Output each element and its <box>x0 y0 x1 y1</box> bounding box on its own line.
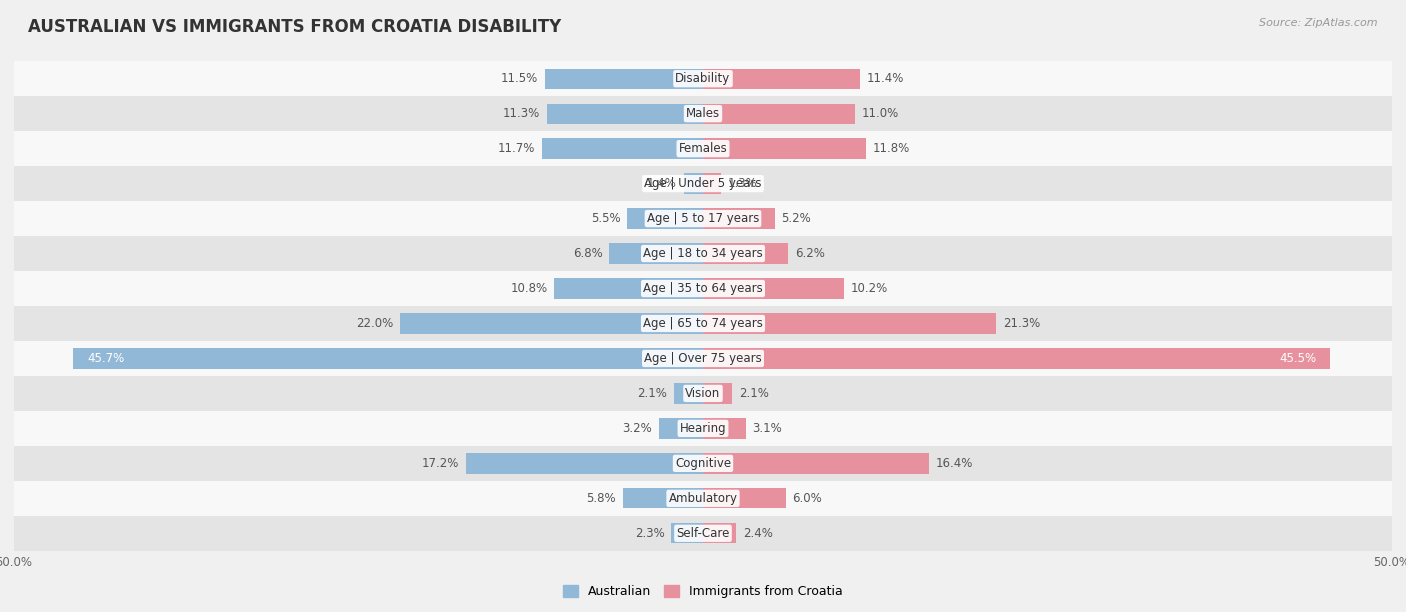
Legend: Australian, Immigrants from Croatia: Australian, Immigrants from Croatia <box>558 580 848 603</box>
Bar <box>14 131 1392 166</box>
Text: Vision: Vision <box>685 387 721 400</box>
Bar <box>554 278 703 299</box>
Text: 2.3%: 2.3% <box>634 527 665 540</box>
Bar <box>703 453 929 474</box>
Text: 6.2%: 6.2% <box>796 247 825 260</box>
Bar <box>703 278 844 299</box>
Text: 5.5%: 5.5% <box>591 212 620 225</box>
Text: Hearing: Hearing <box>679 422 727 435</box>
Text: Age | 5 to 17 years: Age | 5 to 17 years <box>647 212 759 225</box>
Bar <box>14 446 1392 481</box>
Bar <box>73 348 703 368</box>
Bar <box>14 96 1392 131</box>
Text: Males: Males <box>686 107 720 120</box>
Bar <box>703 523 737 543</box>
Text: 2.4%: 2.4% <box>742 527 773 540</box>
Text: 5.2%: 5.2% <box>782 212 811 225</box>
Bar <box>703 383 733 403</box>
Bar <box>673 383 703 403</box>
Bar <box>14 166 1392 201</box>
Text: 11.7%: 11.7% <box>498 142 534 155</box>
Text: 11.8%: 11.8% <box>873 142 910 155</box>
Bar <box>627 209 703 229</box>
Bar <box>14 376 1392 411</box>
Bar <box>14 201 1392 236</box>
Bar <box>703 313 997 334</box>
Text: Females: Females <box>679 142 727 155</box>
Bar <box>703 138 866 159</box>
Text: 1.4%: 1.4% <box>647 177 676 190</box>
Text: 2.1%: 2.1% <box>637 387 668 400</box>
Bar <box>544 69 703 89</box>
Bar <box>683 173 703 194</box>
Text: 11.4%: 11.4% <box>868 72 904 85</box>
Text: 6.0%: 6.0% <box>793 492 823 505</box>
Text: 10.8%: 10.8% <box>510 282 547 295</box>
Text: 3.1%: 3.1% <box>752 422 782 435</box>
Bar <box>14 341 1392 376</box>
Bar <box>609 244 703 264</box>
Text: Age | Over 75 years: Age | Over 75 years <box>644 352 762 365</box>
Bar <box>399 313 703 334</box>
Bar <box>14 236 1392 271</box>
Bar <box>703 488 786 509</box>
Bar <box>14 306 1392 341</box>
Text: 16.4%: 16.4% <box>936 457 973 470</box>
Bar <box>547 103 703 124</box>
Bar <box>703 418 745 439</box>
Text: 17.2%: 17.2% <box>422 457 460 470</box>
Text: Age | Under 5 years: Age | Under 5 years <box>644 177 762 190</box>
Bar <box>623 488 703 509</box>
Text: 6.8%: 6.8% <box>572 247 602 260</box>
Bar <box>659 418 703 439</box>
Text: Self-Care: Self-Care <box>676 527 730 540</box>
Bar <box>703 173 721 194</box>
Bar <box>703 348 1330 368</box>
Text: 21.3%: 21.3% <box>1004 317 1040 330</box>
Bar <box>465 453 703 474</box>
Bar <box>703 69 860 89</box>
Text: 11.3%: 11.3% <box>503 107 540 120</box>
Bar <box>671 523 703 543</box>
Text: 11.5%: 11.5% <box>501 72 537 85</box>
Text: Disability: Disability <box>675 72 731 85</box>
Text: 45.7%: 45.7% <box>87 352 124 365</box>
Text: 10.2%: 10.2% <box>851 282 887 295</box>
Text: 5.8%: 5.8% <box>586 492 616 505</box>
Text: Cognitive: Cognitive <box>675 457 731 470</box>
Bar <box>14 411 1392 446</box>
Text: Age | 35 to 64 years: Age | 35 to 64 years <box>643 282 763 295</box>
Text: 22.0%: 22.0% <box>356 317 392 330</box>
Text: Age | 65 to 74 years: Age | 65 to 74 years <box>643 317 763 330</box>
Bar <box>703 103 855 124</box>
Bar <box>14 516 1392 551</box>
Text: AUSTRALIAN VS IMMIGRANTS FROM CROATIA DISABILITY: AUSTRALIAN VS IMMIGRANTS FROM CROATIA DI… <box>28 18 561 36</box>
Text: Source: ZipAtlas.com: Source: ZipAtlas.com <box>1260 18 1378 28</box>
Bar <box>14 271 1392 306</box>
Bar <box>14 481 1392 516</box>
Bar <box>541 138 703 159</box>
Text: Age | 18 to 34 years: Age | 18 to 34 years <box>643 247 763 260</box>
Text: 1.3%: 1.3% <box>728 177 758 190</box>
Text: 11.0%: 11.0% <box>862 107 898 120</box>
Bar <box>703 244 789 264</box>
Text: 2.1%: 2.1% <box>738 387 769 400</box>
Text: 45.5%: 45.5% <box>1279 352 1316 365</box>
Bar <box>703 209 775 229</box>
Bar <box>14 61 1392 96</box>
Text: Ambulatory: Ambulatory <box>668 492 738 505</box>
Text: 3.2%: 3.2% <box>623 422 652 435</box>
